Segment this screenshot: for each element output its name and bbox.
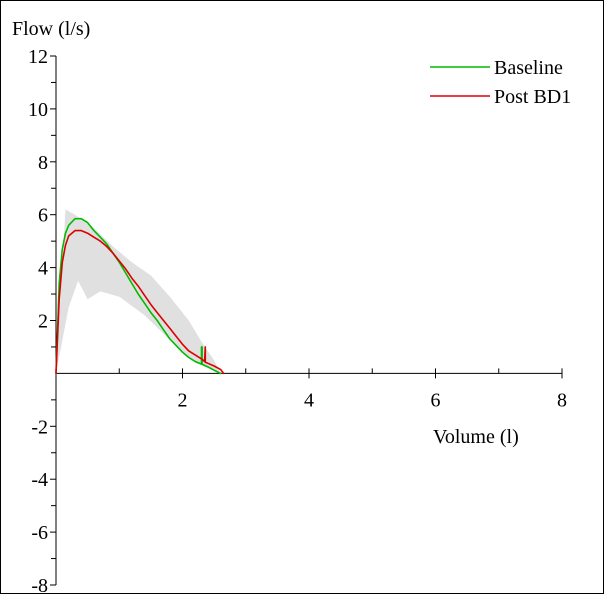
- reference-band: [56, 209, 221, 374]
- x-tick-label: 2: [178, 389, 188, 411]
- legend-label-post-bd1: Post BD1: [494, 86, 571, 108]
- y-tick-label: 10: [28, 99, 48, 121]
- y-tick-label: 4: [38, 258, 48, 280]
- reference-band-layer: [56, 209, 221, 374]
- legend: Baseline Post BD1: [430, 57, 571, 108]
- y-tick-label: -6: [31, 522, 48, 544]
- x-tick-label: 4: [304, 389, 314, 411]
- legend-label-baseline: Baseline: [494, 57, 563, 79]
- y-axis-title: Flow (l/s): [12, 18, 90, 40]
- y-tick-label: -2: [31, 416, 48, 438]
- x-tick-label: 8: [557, 389, 567, 411]
- y-tick-label: 2: [38, 311, 48, 333]
- y-tick-label: 12: [28, 46, 48, 68]
- x-axis-title: Volume (l): [433, 426, 519, 448]
- y-tick-label: 6: [38, 205, 48, 227]
- x-tick-label: 6: [431, 389, 441, 411]
- y-tick-label: -8: [31, 575, 48, 595]
- series-line-baseline: [55, 217, 222, 375]
- series-line-post-bd1: [55, 229, 225, 375]
- series-layer: [55, 217, 225, 375]
- y-tick-label: 8: [38, 152, 48, 174]
- axes-layer: 2 4 6 8 12 10 8 6 4 2 -2 -4 -6 -8: [28, 46, 567, 595]
- y-tick-label: -4: [31, 469, 48, 491]
